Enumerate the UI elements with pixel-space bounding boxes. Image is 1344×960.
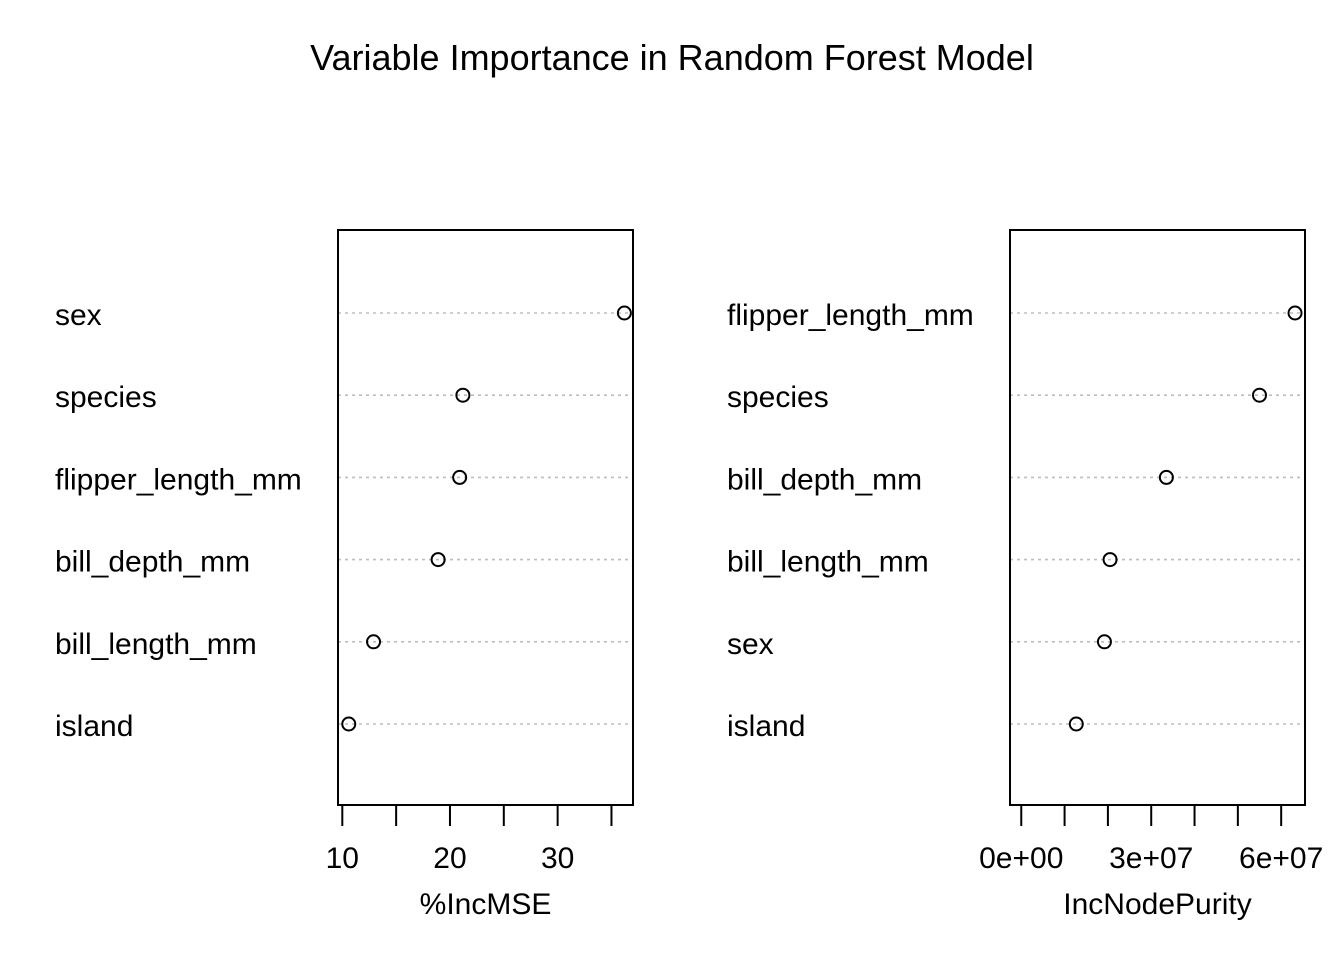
panel2-point-sex bbox=[1096, 634, 1112, 650]
panel2-point-island bbox=[1068, 716, 1084, 732]
panel2-x-tick-label: 0e+00 bbox=[979, 842, 1063, 875]
panel2-category-label-bill_depth_mm: bill_depth_mm bbox=[727, 463, 922, 496]
panel1-category-label-flipper_length_mm: flipper_length_mm bbox=[55, 463, 302, 496]
panel2-category-label-flipper_length_mm: flipper_length_mm bbox=[727, 299, 974, 332]
panel1-point-flipper_length_mm bbox=[452, 469, 468, 485]
panel2-point-bill_depth_mm bbox=[1158, 469, 1174, 485]
panel2-point-species bbox=[1252, 387, 1268, 403]
panel1-x-tick-label: 10 bbox=[326, 842, 359, 875]
panel1-point-bill_depth_mm bbox=[430, 552, 446, 568]
panel2-x-tick-label: 6e+07 bbox=[1239, 842, 1323, 875]
panel1-point-sex bbox=[616, 305, 632, 321]
panel1-category-label-species: species bbox=[55, 381, 157, 414]
panel2-category-label-sex: sex bbox=[727, 628, 774, 661]
panel1-point-island bbox=[341, 716, 357, 732]
panel2-x-tick-label: 3e+07 bbox=[1109, 842, 1193, 875]
panel1-category-label-bill_length_mm: bill_length_mm bbox=[55, 628, 257, 661]
panel1-x-axis-title: %IncMSE bbox=[420, 888, 552, 921]
panel1-x-tick-label: 30 bbox=[541, 842, 574, 875]
chart-title: Variable Importance in Random Forest Mod… bbox=[310, 37, 1034, 78]
panel2-category-label-island: island bbox=[727, 710, 805, 743]
importance-panel-incmse: sex species flipper_length_mm bill_depth_mm… bbox=[55, 229, 634, 921]
panel1-plot-frame bbox=[337, 229, 634, 806]
panel1-point-species bbox=[455, 387, 471, 403]
panel1-x-tick-label: 20 bbox=[433, 842, 466, 875]
panel2-category-label-species: species bbox=[727, 381, 829, 414]
panel2-plot-frame bbox=[1009, 229, 1306, 806]
panel1-category-label-island: island bbox=[55, 710, 133, 743]
panel2-point-flipper_length_mm bbox=[1287, 305, 1303, 321]
panel2-x-axis-title: IncNodePurity bbox=[1063, 888, 1251, 921]
panel1-point-bill_length_mm bbox=[366, 634, 382, 650]
panel2-point-bill_length_mm bbox=[1102, 552, 1118, 568]
panel1-category-label-sex: sex bbox=[55, 299, 102, 332]
panel1-category-label-bill_depth_mm: bill_depth_mm bbox=[55, 546, 250, 579]
panel2-category-label-bill_length_mm: bill_length_mm bbox=[727, 546, 929, 579]
